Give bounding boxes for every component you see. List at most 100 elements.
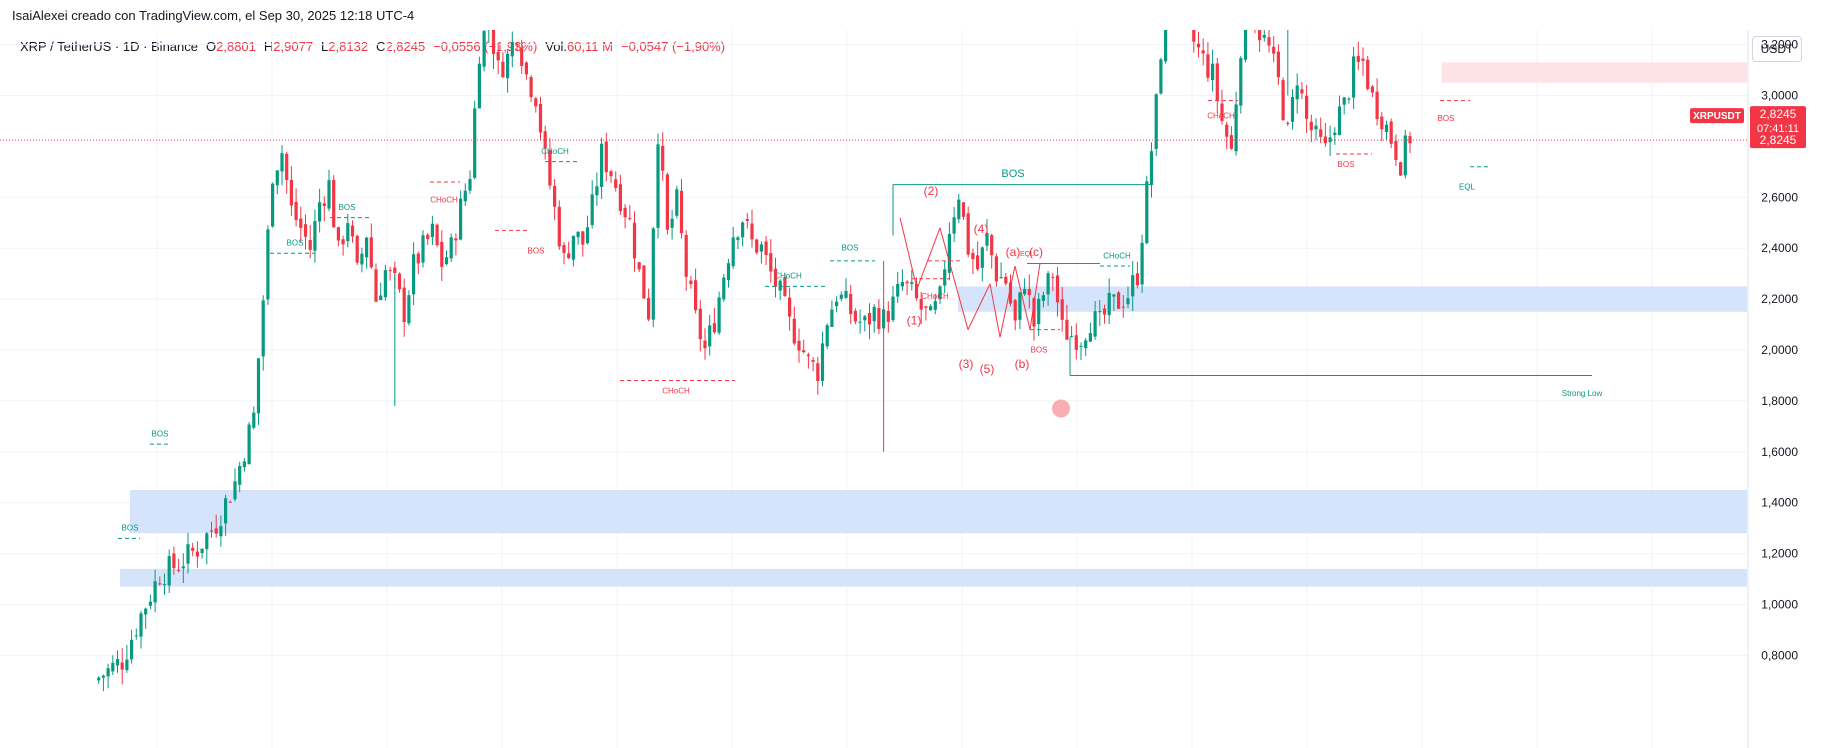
candle-body <box>548 150 552 186</box>
candle-body <box>1399 162 1403 176</box>
currency-button[interactable]: USDT <box>1752 36 1802 62</box>
candle-body <box>820 343 825 381</box>
candle-body <box>585 227 590 244</box>
candle-body <box>374 269 378 302</box>
price-tag-symbol-box <box>1690 108 1744 124</box>
price-chart[interactable]: EQHWeak HighBOSBOSBOSBOSBOSBOSBOSBOSBOSB… <box>0 30 1826 748</box>
candle-body <box>952 217 956 234</box>
candle-body <box>454 238 458 241</box>
candle-body <box>590 194 594 226</box>
candle-body <box>806 354 810 357</box>
close-value: 2,8245 <box>385 39 426 54</box>
price-tag-symbol: XRPUSDT <box>1693 111 1741 122</box>
wave-line <box>899 217 918 290</box>
candle-body <box>943 269 947 286</box>
candle-body <box>553 186 557 207</box>
price-axis-tick: 2,6000 <box>1761 190 1798 204</box>
candle-body <box>1027 288 1031 296</box>
candle-body <box>167 556 171 586</box>
candle-body <box>172 553 176 569</box>
candle-body <box>1131 275 1135 297</box>
candle-body <box>1239 58 1243 106</box>
candle-body <box>1380 116 1384 130</box>
candle-body <box>224 498 228 524</box>
candle-body <box>642 265 646 299</box>
candle-body <box>280 153 284 172</box>
candle-body <box>745 219 749 221</box>
candle-body <box>515 43 519 46</box>
volume-value: 60,11 M <box>566 39 613 54</box>
candle-body <box>750 223 754 240</box>
candle-body <box>628 218 632 220</box>
candle-body <box>853 310 857 322</box>
price-tag-box <box>1750 106 1806 139</box>
candle-body <box>1196 43 1201 48</box>
candle-body <box>402 287 406 323</box>
candle-body <box>303 224 308 237</box>
candle-body <box>1041 295 1045 301</box>
close-label: C <box>376 39 386 54</box>
candle-body <box>788 297 792 317</box>
candle-body <box>501 61 505 78</box>
candle-body <box>1314 125 1318 130</box>
candle-body <box>106 668 110 677</box>
candle-body <box>684 235 688 277</box>
candle-body <box>604 141 608 173</box>
candle-body <box>388 270 392 272</box>
candle-body <box>816 363 820 382</box>
eql-label: EQL <box>1459 183 1476 192</box>
candle-body <box>1032 298 1036 327</box>
candle-body <box>473 108 477 178</box>
candle-body <box>440 241 444 267</box>
candle-body <box>891 296 895 321</box>
wave-line <box>989 283 1001 338</box>
candle-body <box>313 221 317 251</box>
price-axis-tick: 1,0000 <box>1761 598 1798 612</box>
candle-body <box>322 203 326 207</box>
candle-body <box>966 213 970 255</box>
candle-body <box>839 294 843 299</box>
candle-body <box>595 186 599 196</box>
bos-label: BOS <box>1031 346 1048 355</box>
candle-body <box>961 202 966 217</box>
candle-body <box>383 270 387 298</box>
wave-line <box>1014 265 1031 330</box>
candle-body <box>125 659 129 670</box>
wave-line <box>1029 263 1041 330</box>
choch-label: CHoCH <box>1207 111 1235 120</box>
price-axis-tick: 2,2000 <box>1761 292 1798 306</box>
wave-line <box>939 227 969 330</box>
symbol-label[interactable]: XRP / TetherUS · 1D · Binance <box>20 39 198 54</box>
candle-body <box>120 662 124 670</box>
candle-body <box>101 675 105 678</box>
candle-body <box>308 239 312 250</box>
candle-body <box>327 180 331 209</box>
candle-body <box>717 297 721 333</box>
candle-body <box>496 52 500 61</box>
candle-body <box>1300 89 1304 94</box>
choch-label: CHoCH <box>430 195 458 204</box>
candle-body <box>726 263 731 281</box>
bos-label: BOS <box>842 244 859 253</box>
candle-body <box>675 189 679 216</box>
candle-body <box>835 301 839 307</box>
candle-body <box>947 234 951 273</box>
candle-body <box>896 284 900 297</box>
candle-body <box>228 501 232 503</box>
candle-body <box>1267 37 1271 46</box>
candle-body <box>365 237 369 258</box>
price-tag-box-2 <box>1750 132 1806 149</box>
candle-body <box>759 244 763 252</box>
candle-body <box>1084 340 1088 349</box>
candle-body <box>618 184 622 212</box>
candle-body <box>1347 98 1351 100</box>
candle-body <box>1337 106 1342 136</box>
bos-label-major: BOS <box>1001 168 1024 180</box>
candle-body <box>886 310 890 322</box>
candle-body <box>990 235 994 256</box>
candle-body <box>1004 276 1008 284</box>
candle-body <box>214 528 218 534</box>
candle-body <box>1074 335 1078 350</box>
choch-label: CHoCH <box>774 272 802 281</box>
candle-body <box>1070 335 1074 337</box>
